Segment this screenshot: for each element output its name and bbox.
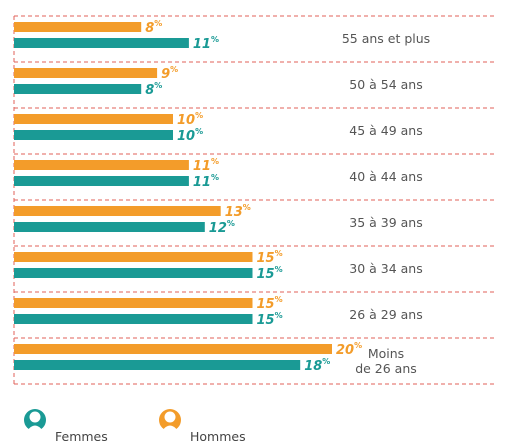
value-label: 10% bbox=[177, 111, 203, 128]
value-label: 10% bbox=[177, 127, 203, 144]
value-label: 20% bbox=[336, 341, 362, 358]
value-unit: % bbox=[195, 127, 203, 136]
value-unit: % bbox=[195, 111, 203, 120]
value-number: 15 bbox=[257, 267, 275, 282]
bar bbox=[14, 222, 205, 232]
bar bbox=[14, 68, 158, 78]
value-label: 11% bbox=[193, 157, 219, 174]
value-unit: % bbox=[211, 173, 219, 182]
bar bbox=[14, 298, 253, 308]
value-number: 8 bbox=[145, 21, 154, 36]
value-label: 18% bbox=[304, 357, 330, 374]
bar bbox=[14, 344, 332, 354]
value-unit: % bbox=[170, 65, 178, 74]
value-label: 8% bbox=[145, 81, 162, 98]
legend-label: Femmes bbox=[55, 429, 108, 444]
value-number: 11 bbox=[193, 175, 211, 190]
bar bbox=[14, 38, 189, 48]
value-number: 15 bbox=[257, 297, 275, 312]
value-label: 11% bbox=[193, 173, 219, 190]
value-number: 10 bbox=[177, 113, 195, 128]
legend-label: Hommes bbox=[190, 429, 246, 444]
bar bbox=[14, 176, 189, 186]
value-unit: % bbox=[211, 35, 219, 44]
value-unit: % bbox=[275, 295, 283, 304]
category-label: 40 à 44 ans bbox=[349, 169, 423, 184]
value-label: 8% bbox=[145, 19, 162, 36]
value-unit: % bbox=[243, 203, 251, 212]
value-label: 13% bbox=[225, 203, 251, 220]
value-unit: % bbox=[354, 341, 362, 350]
value-number: 8 bbox=[145, 83, 154, 98]
category-label: 26 à 29 ans bbox=[349, 307, 423, 322]
value-label: 15% bbox=[257, 249, 283, 266]
bar bbox=[14, 160, 189, 170]
bar bbox=[14, 314, 253, 324]
value-number: 10 bbox=[177, 129, 195, 144]
value-label: 15% bbox=[257, 265, 283, 282]
value-unit: % bbox=[275, 311, 283, 320]
legend-icon-body bbox=[27, 425, 43, 431]
legend-icon-head bbox=[164, 411, 176, 423]
value-unit: % bbox=[322, 357, 330, 366]
legend-icon bbox=[159, 409, 181, 431]
bar bbox=[14, 22, 142, 32]
value-unit: % bbox=[275, 249, 283, 258]
category-label: 50 à 54 ans bbox=[349, 77, 423, 92]
legend-icon bbox=[24, 409, 46, 431]
value-label: 11% bbox=[193, 35, 219, 52]
value-unit: % bbox=[211, 157, 219, 166]
value-unit: % bbox=[154, 19, 162, 28]
value-unit: % bbox=[154, 81, 162, 90]
value-unit: % bbox=[227, 219, 235, 228]
bar bbox=[14, 130, 173, 140]
value-number: 15 bbox=[257, 251, 275, 266]
value-number: 18 bbox=[304, 359, 322, 374]
bar bbox=[14, 360, 301, 370]
value-number: 11 bbox=[193, 37, 211, 52]
bar bbox=[14, 206, 221, 216]
value-label: 12% bbox=[209, 219, 235, 236]
value-number: 9 bbox=[161, 67, 170, 82]
category-label: 45 à 49 ans bbox=[349, 123, 423, 138]
legend-icon-head bbox=[29, 411, 41, 423]
bar bbox=[14, 252, 253, 262]
value-number: 12 bbox=[209, 221, 227, 236]
value-number: 13 bbox=[225, 205, 243, 220]
value-unit: % bbox=[275, 265, 283, 274]
category-label: 30 à 34 ans bbox=[349, 261, 423, 276]
value-number: 20 bbox=[336, 343, 354, 358]
value-number: 11 bbox=[193, 159, 211, 174]
category-label: Moins de 26 ans bbox=[355, 346, 417, 376]
bar bbox=[14, 114, 173, 124]
category-label: 55 ans et plus bbox=[341, 31, 431, 46]
value-label: 15% bbox=[257, 295, 283, 312]
value-number: 15 bbox=[257, 313, 275, 328]
category-label: 35 à 39 ans bbox=[349, 215, 423, 230]
value-label: 9% bbox=[161, 65, 178, 82]
legend-icon-body bbox=[162, 425, 178, 431]
bar bbox=[14, 268, 253, 278]
bar bbox=[14, 84, 142, 94]
value-label: 15% bbox=[257, 311, 283, 328]
